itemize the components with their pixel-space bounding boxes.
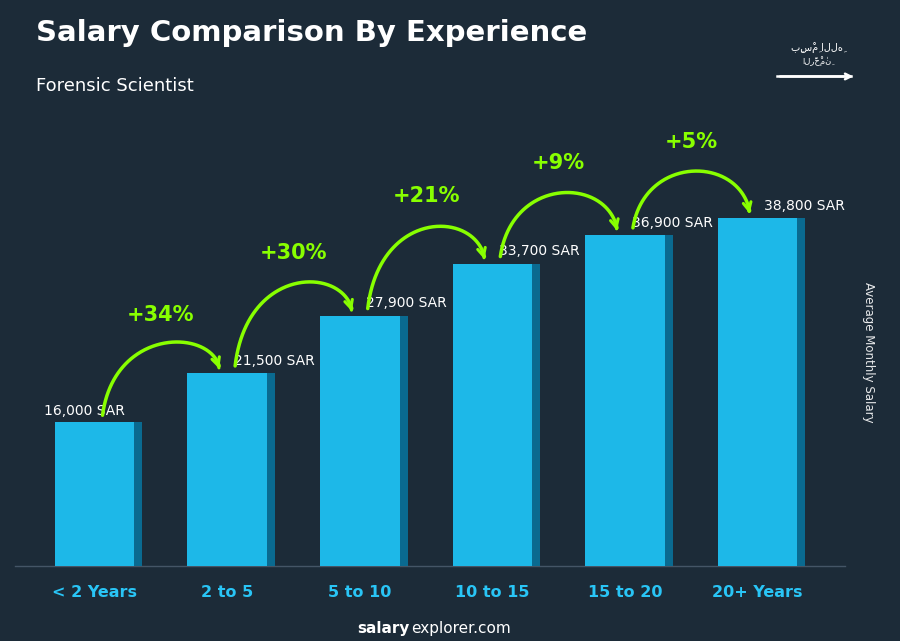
Text: 21,500 SAR: 21,500 SAR [234,354,314,368]
Polygon shape [453,263,532,566]
Polygon shape [797,218,806,566]
Text: الرَّحْمٰنِ: الرَّحْمٰنِ [802,56,832,66]
Text: +30%: +30% [260,243,328,263]
Text: Salary Comparison By Experience: Salary Comparison By Experience [36,19,587,47]
Polygon shape [267,373,274,566]
Text: Average Monthly Salary: Average Monthly Salary [862,282,875,423]
Polygon shape [400,316,408,566]
Text: salary: salary [357,621,410,637]
Text: 36,900 SAR: 36,900 SAR [632,215,713,229]
Text: 27,900 SAR: 27,900 SAR [366,296,447,310]
Text: explorer.com: explorer.com [411,621,511,637]
Text: Forensic Scientist: Forensic Scientist [36,77,194,95]
Polygon shape [532,263,540,566]
Polygon shape [665,235,672,566]
Text: 38,800 SAR: 38,800 SAR [764,199,845,213]
Polygon shape [187,373,267,566]
Text: 16,000 SAR: 16,000 SAR [44,404,125,418]
Polygon shape [55,422,134,566]
Text: +5%: +5% [665,131,718,152]
Text: +9%: +9% [532,153,585,173]
Polygon shape [134,422,142,566]
Polygon shape [585,235,665,566]
Text: 33,700 SAR: 33,700 SAR [499,244,580,258]
Polygon shape [718,218,797,566]
Text: +21%: +21% [392,187,460,206]
Text: +34%: +34% [127,304,194,325]
Text: بِسْمِ اللهِ: بِسْمِ اللهِ [791,42,842,53]
Polygon shape [320,316,400,566]
